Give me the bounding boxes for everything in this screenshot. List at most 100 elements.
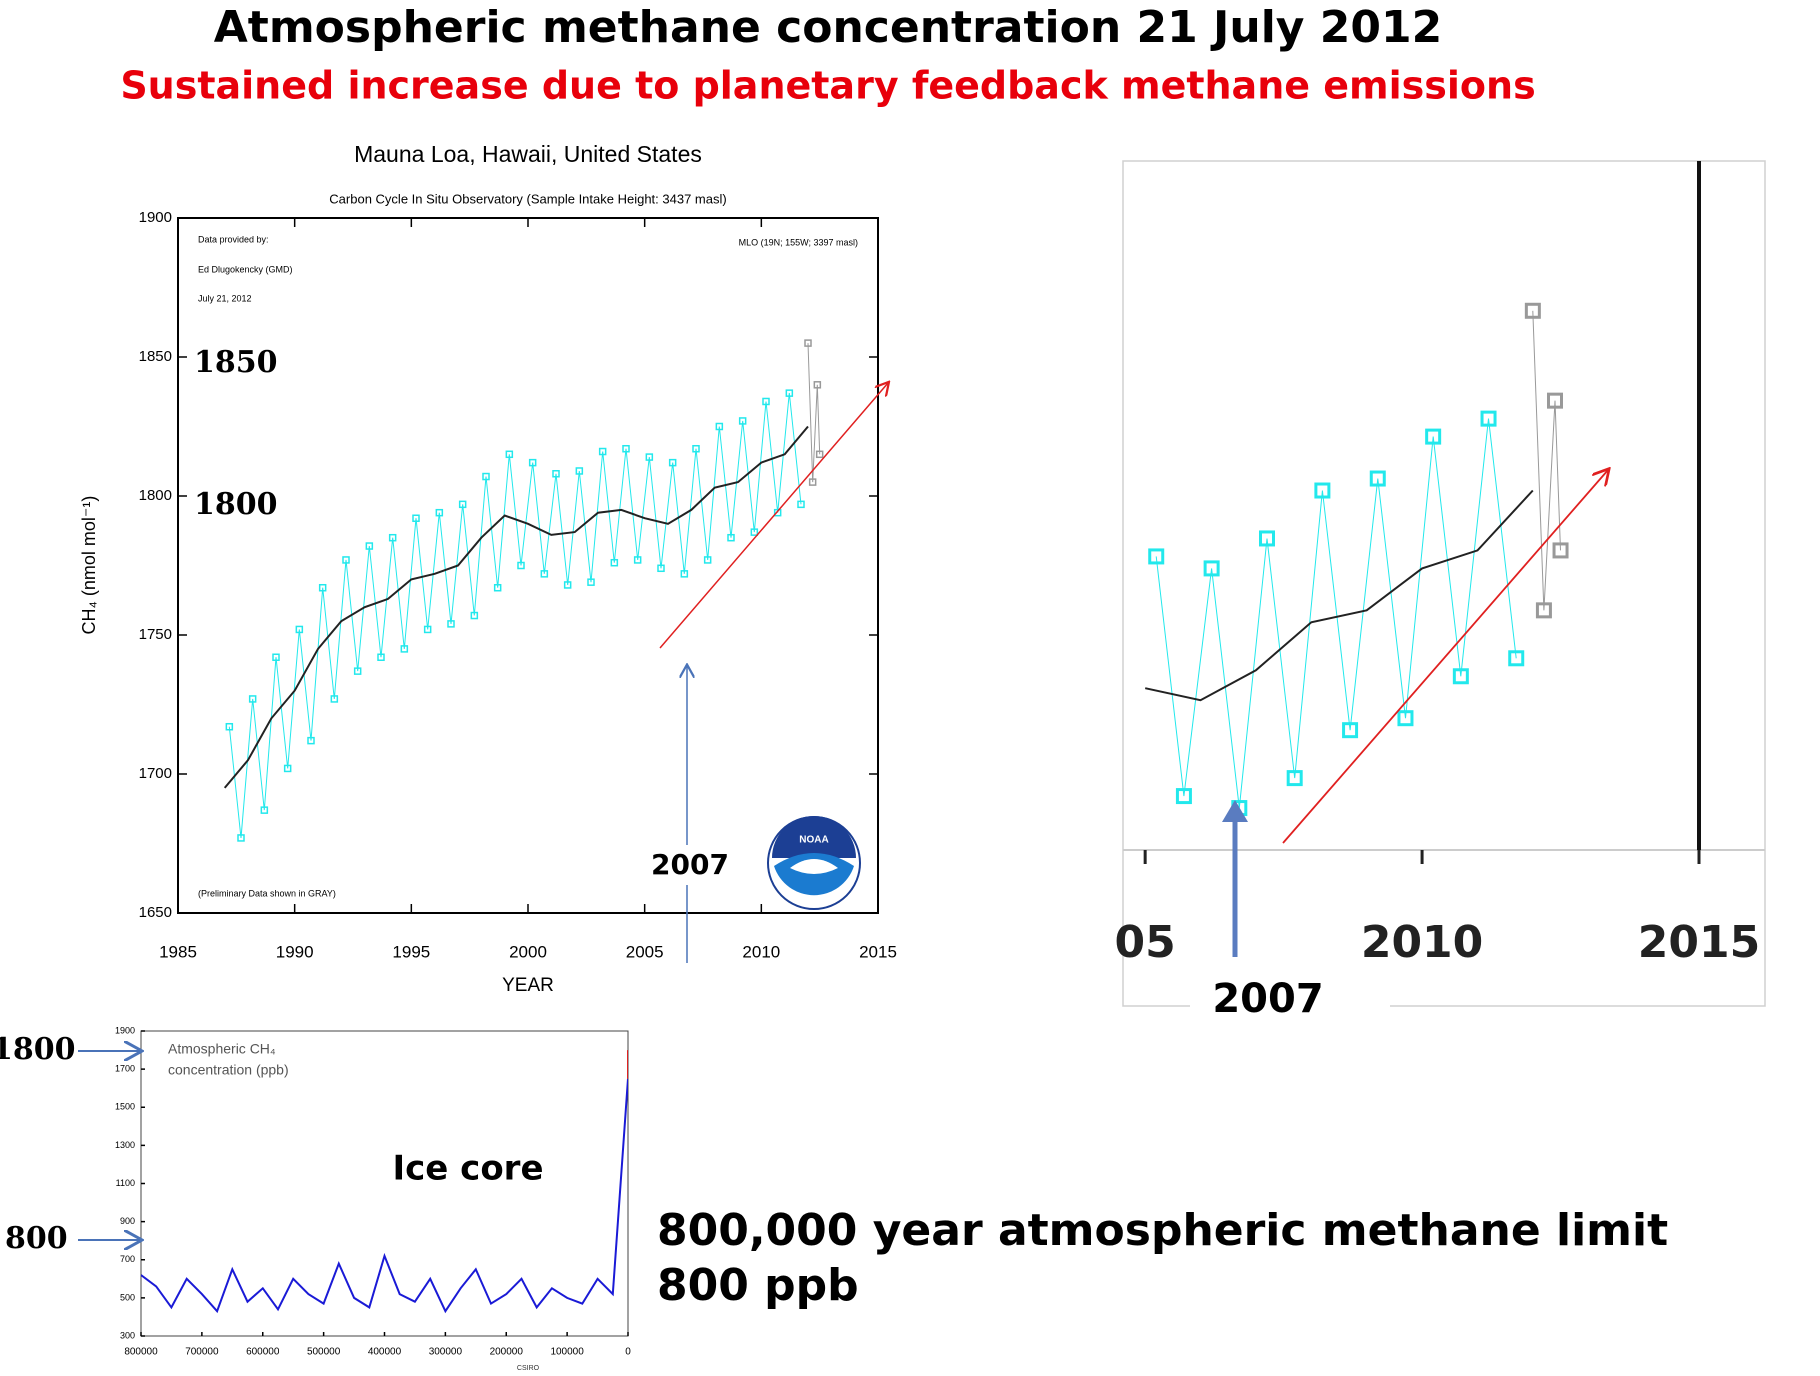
data-point bbox=[482, 472, 490, 481]
slide-subtitle: Sustained increase due to planetary feed… bbox=[120, 64, 1535, 108]
annotation: 1800 bbox=[194, 487, 278, 522]
data-point bbox=[505, 450, 514, 459]
data-point bbox=[1259, 530, 1275, 547]
data-point bbox=[668, 458, 677, 467]
data-point bbox=[493, 583, 502, 592]
data-point bbox=[552, 470, 560, 478]
y-tick-label: 1700 bbox=[115, 1064, 135, 1074]
data-point bbox=[692, 444, 700, 453]
annotation: 1800 bbox=[0, 1032, 76, 1067]
data-point bbox=[435, 508, 444, 517]
x-tick-label: 2010 bbox=[1361, 917, 1483, 968]
data-point bbox=[1452, 668, 1469, 685]
data-point bbox=[353, 667, 362, 675]
annotation: 800 bbox=[5, 1221, 68, 1256]
series-line bbox=[1155, 418, 1517, 809]
x-tick-label: 2000 bbox=[509, 942, 547, 961]
data-point bbox=[1552, 542, 1569, 559]
x-tick-label: 800000 bbox=[124, 1347, 158, 1358]
y-tick-label: 1100 bbox=[116, 1178, 135, 1188]
data-point bbox=[813, 381, 822, 389]
zoom-axes: 2007 bbox=[1123, 161, 1765, 1027]
label-backdrop bbox=[648, 845, 730, 885]
x-tick-label: 300000 bbox=[429, 1347, 463, 1358]
data-point bbox=[1175, 788, 1192, 805]
data-point bbox=[1203, 560, 1220, 577]
data-point bbox=[423, 625, 432, 634]
series-line bbox=[141, 1078, 628, 1314]
x-tick-label: 100000 bbox=[550, 1347, 584, 1358]
data-point bbox=[815, 450, 824, 459]
x-tick-label: 2015 bbox=[859, 942, 897, 961]
y-tick-label: 1300 bbox=[115, 1140, 135, 1150]
data-point bbox=[715, 422, 724, 431]
y-tick-label: 900 bbox=[120, 1216, 135, 1226]
data-point bbox=[400, 645, 409, 653]
data-point bbox=[1148, 548, 1165, 565]
data-point bbox=[773, 508, 782, 517]
series-line bbox=[223, 425, 809, 789]
data-point bbox=[1535, 602, 1552, 619]
chart-text: concentration (ppb) bbox=[168, 1062, 289, 1078]
main-annotations: 1850 1800 2007 NOAA bbox=[194, 345, 888, 963]
data-point bbox=[1397, 710, 1414, 727]
y-tick-label: 300 bbox=[120, 1330, 135, 1340]
chart-title: Mauna Loa, Hawaii, United States bbox=[354, 141, 702, 167]
series-line bbox=[228, 393, 802, 838]
data-point bbox=[645, 453, 654, 461]
x-tick-label: 700000 bbox=[185, 1347, 219, 1358]
series-line bbox=[1144, 489, 1534, 702]
y-tick-label: 700 bbox=[120, 1254, 135, 1264]
x-tick-label: 200000 bbox=[490, 1347, 524, 1358]
x-tick-label: 500000 bbox=[307, 1347, 341, 1358]
ice-plot bbox=[141, 1050, 628, 1314]
data-point bbox=[295, 625, 304, 634]
trend-arrow bbox=[659, 383, 888, 649]
annotation: Ice core bbox=[392, 1149, 543, 1189]
data-point bbox=[283, 764, 292, 773]
annotation: 2007 bbox=[651, 848, 729, 881]
trend-arrow bbox=[1282, 470, 1608, 844]
arrow-head bbox=[1222, 800, 1248, 822]
data-point bbox=[703, 556, 712, 564]
data-point bbox=[248, 695, 257, 703]
plot-frame bbox=[177, 217, 879, 914]
data-point bbox=[727, 533, 735, 542]
y-axis-label: CH₄ (nmol mol⁻¹) bbox=[79, 496, 99, 635]
data-point bbox=[738, 417, 747, 425]
data-point bbox=[540, 570, 549, 578]
note: (Preliminary Data shown in GRAY) bbox=[198, 888, 336, 898]
data-point bbox=[633, 556, 642, 564]
y-tick-label: 1900 bbox=[139, 209, 172, 226]
data-point bbox=[1286, 770, 1303, 787]
zoom-plot bbox=[1144, 302, 1569, 817]
y-tick-label: 1500 bbox=[115, 1102, 135, 1112]
y-tick-label: 1750 bbox=[139, 626, 172, 643]
x-tick-label: 600000 bbox=[246, 1347, 280, 1358]
data-point bbox=[1425, 428, 1442, 445]
data-point bbox=[750, 528, 759, 536]
data-point bbox=[680, 570, 689, 578]
data-point bbox=[517, 561, 525, 570]
data-point bbox=[260, 806, 269, 814]
data-point bbox=[447, 620, 455, 628]
footer-text: 800 ppb bbox=[657, 1260, 859, 1311]
x-tick-label: 2010 bbox=[742, 942, 780, 961]
note: July 21, 2012 bbox=[198, 293, 252, 303]
data-point bbox=[610, 558, 619, 567]
note: MLO (19N; 155W; 3397 masl) bbox=[739, 237, 858, 247]
x-tick-label: 2015 bbox=[1638, 917, 1760, 968]
main-plot bbox=[223, 339, 824, 842]
data-point bbox=[762, 397, 770, 406]
x-axis-label: YEAR bbox=[502, 975, 554, 996]
x-tick-label: 05 bbox=[1115, 917, 1176, 968]
x-tick-label: 400000 bbox=[368, 1347, 402, 1358]
x-tick-label: 1990 bbox=[276, 942, 314, 961]
axes: 1985 1990 1995 2000 2005 2010 2015 1650 1700 1750… bbox=[115, 209, 1760, 1358]
data-point bbox=[1480, 410, 1497, 427]
data-point bbox=[330, 695, 339, 703]
y-tick-label: 1700 bbox=[139, 765, 172, 782]
data-point bbox=[622, 444, 630, 453]
